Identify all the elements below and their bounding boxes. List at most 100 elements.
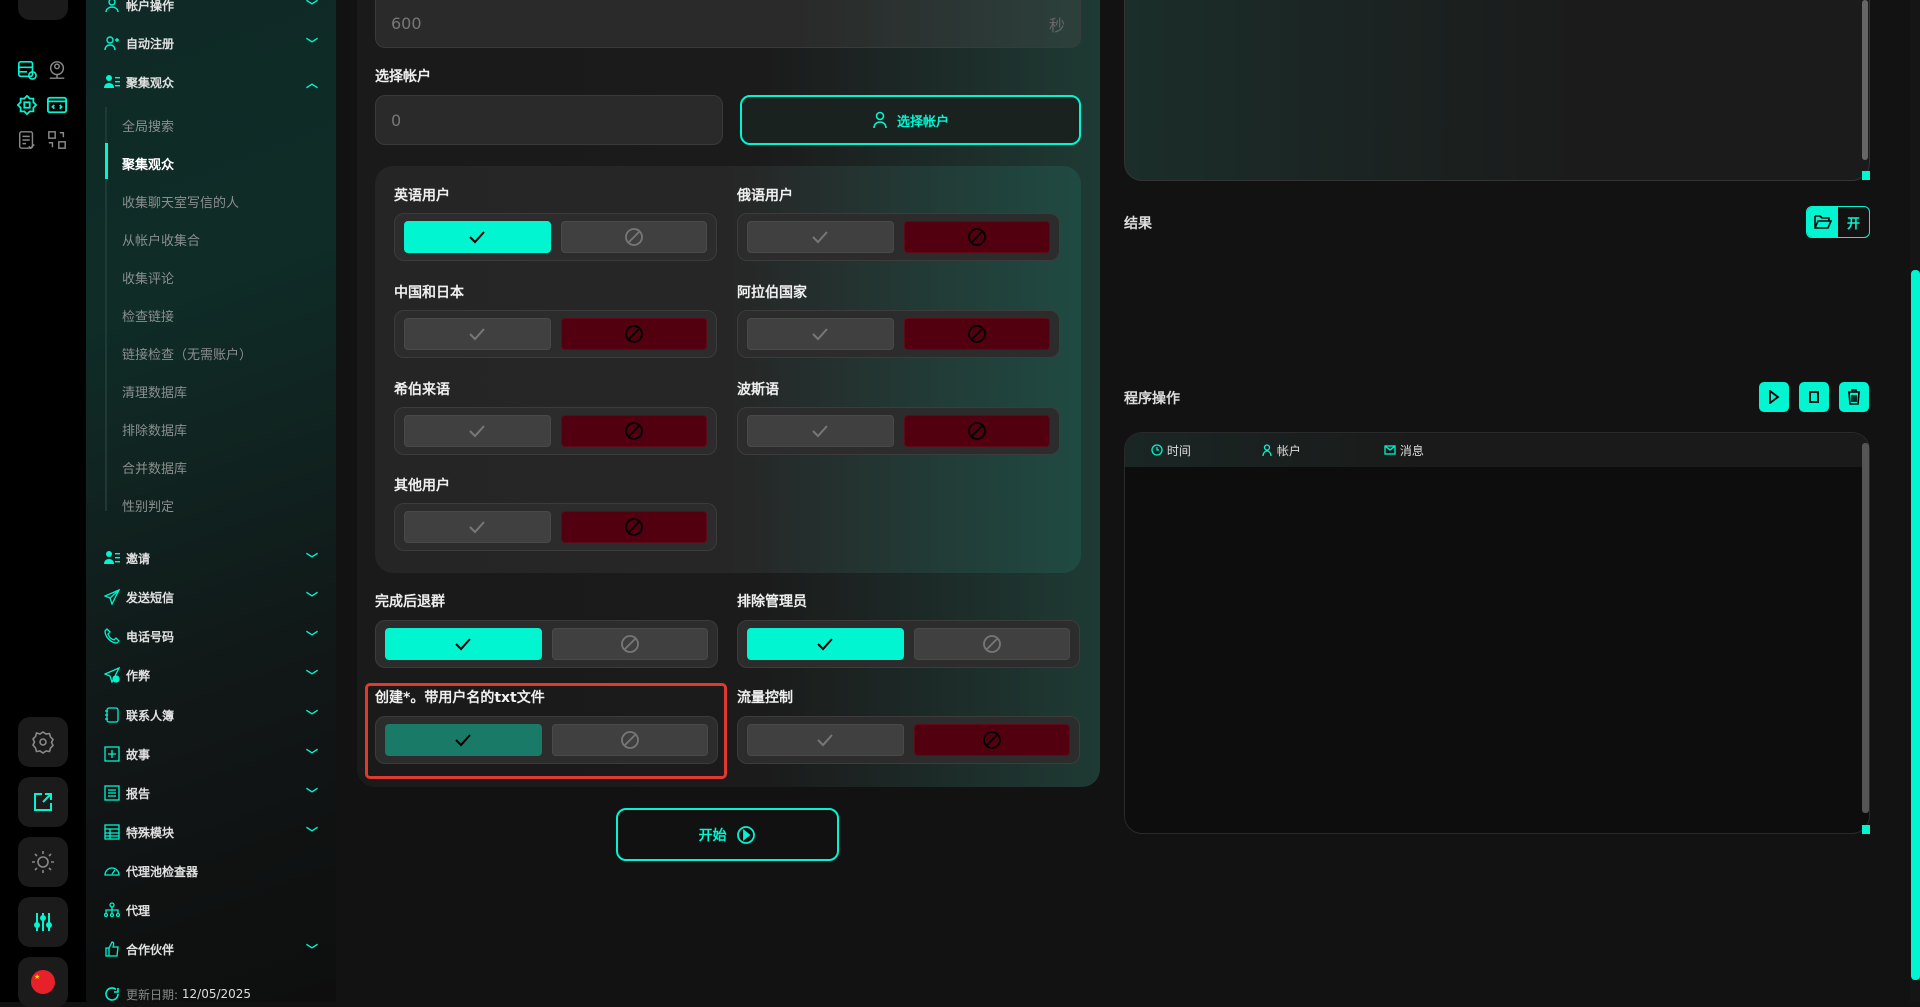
select-account-button[interactable]: 选择帐户 [740,95,1081,145]
theme-toggle-button[interactable] [18,837,68,887]
sub-item[interactable]: 性别判定 [122,500,175,515]
user-network-icon[interactable] [46,59,68,81]
gear-icon [32,731,54,754]
chevron-down-icon: ﹀ [305,825,318,840]
settings-button[interactable] [18,717,68,767]
sub-item-active[interactable]: 聚集观众 [122,158,175,173]
toggle-yes-button[interactable] [747,724,904,756]
table-scrollbar[interactable] [1862,443,1869,813]
page-scrollbar-thumb[interactable] [1911,270,1920,980]
yes-no-toggle [737,213,1060,261]
toggle-yes-button[interactable] [404,318,551,350]
start-button[interactable]: 开始 [616,808,839,861]
program-ops-label: 程序操作 [1124,391,1180,407]
ban-icon [967,228,986,246]
nav-group[interactable]: 故事 ﹀ [104,743,318,765]
nav-auto-register[interactable]: 自动注册 ﹀ [104,32,318,54]
sub-item[interactable]: 检查链接 [122,310,175,325]
chevron-down-icon: ﹀ [305,786,318,801]
toggle-no-button[interactable] [551,628,708,660]
phone-icon [104,628,126,644]
external-link-button[interactable] [18,777,68,827]
highlight-box [365,683,727,779]
nav-group[interactable]: 合作伙伴 ﹀ [104,938,318,960]
column-message[interactable]: 消息 [1384,442,1424,459]
nav-group[interactable]: 邀请 ﹀ [104,547,318,569]
settings-chip-icon[interactable] [16,94,38,116]
toggle-label: 俄语用户 [737,188,793,204]
nav-group[interactable]: 报告 ﹀ [104,782,318,804]
sub-item[interactable]: 排除数据库 [122,424,188,439]
log-textarea[interactable] [1124,0,1870,181]
nav-group[interactable]: 发送短信 ﹀ [104,586,318,608]
nav-group[interactable]: 代理池检查器 [104,860,318,882]
chevron-down-icon: ﹀ [305,590,318,605]
code-window-icon[interactable] [46,94,68,116]
yes-no-toggle [375,716,718,764]
toggle-no-button[interactable] [903,318,1050,350]
nav-group[interactable]: 电话号码 ﹀ [104,625,318,647]
sub-item[interactable]: 全局搜索 [122,120,175,135]
checklist-icon[interactable] [16,129,38,151]
ban-icon [967,422,986,440]
ban-icon [624,325,643,343]
toggle-no-button[interactable] [913,628,1070,660]
column-account[interactable]: 帐户 [1261,442,1301,459]
chevron-down-icon: ﹀ [305,747,318,762]
toggle-yes-button[interactable] [404,415,551,447]
toggle-yes-button[interactable] [404,511,551,543]
toggle-no-button[interactable] [560,415,707,447]
nav-account-actions[interactable]: 帐户操作 ﹀ [104,0,318,16]
resize-handle[interactable] [1862,825,1870,834]
avatar-button[interactable] [18,0,68,20]
play-icon [1769,390,1780,404]
toggle-no-button[interactable] [903,415,1050,447]
toggle-no-button[interactable] [913,724,1070,756]
nav-group[interactable]: 特殊模块 ﹀ [104,821,318,843]
thumbs-up-icon [104,941,126,957]
toggle-no-button[interactable] [560,511,707,543]
nav-group[interactable]: 联系人簿 ﹀ [104,704,318,726]
clear-button[interactable] [1839,382,1869,412]
yes-no-toggle [737,407,1060,455]
equalizer-button[interactable] [18,897,68,947]
toggle-yes-button[interactable] [747,628,904,660]
delay-input[interactable]: 600 秒 [375,0,1081,48]
open-folder-button[interactable]: 开 [1806,206,1870,238]
language-button[interactable]: ★ [18,957,68,1007]
toggle-yes-button[interactable] [404,221,551,253]
toggle-yes-button[interactable] [747,318,894,350]
toggle-no-button[interactable] [560,221,707,253]
column-time[interactable]: 时间 [1151,442,1191,459]
toggle-yes-button[interactable] [747,221,894,253]
chevron-down-icon: ﹀ [305,36,318,51]
sub-item[interactable]: 合并数据库 [122,462,188,477]
stop-button[interactable] [1799,382,1829,412]
nav-group[interactable]: 作弊 ﹀ [104,664,318,686]
toggle-no-button[interactable] [903,221,1050,253]
nav-gather-audience[interactable]: 聚集观众 ︿ [104,71,318,93]
check-icon [812,425,828,438]
ban-icon [982,635,1001,653]
sub-item[interactable]: 清理数据库 [122,386,188,401]
gauge-icon [104,863,126,879]
account-count-input[interactable]: 0 [375,95,723,145]
toggle-yes-button[interactable] [385,724,542,756]
sub-item[interactable]: 收集评论 [122,272,175,287]
play-button[interactable] [1759,382,1789,412]
sub-item[interactable]: 从帐户收集合 [122,234,201,249]
sub-item[interactable]: 链接检查（无需账户） [122,348,253,363]
toggle-yes-button[interactable] [385,628,542,660]
toggle-no-button[interactable] [551,724,708,756]
swap-icon[interactable] [46,129,68,151]
refresh-icon [105,987,119,1001]
resize-handle[interactable] [1862,171,1870,180]
chevron-down-icon: ﹀ [305,551,318,566]
server-check-icon[interactable] [16,59,38,81]
nav-group[interactable]: 代理 [104,899,318,921]
toggle-yes-button[interactable] [747,415,894,447]
active-indicator [105,143,108,179]
toggle-no-button[interactable] [560,318,707,350]
textarea-scrollbar[interactable] [1862,0,1868,160]
sub-item[interactable]: 收集聊天室写信的人 [122,196,240,211]
